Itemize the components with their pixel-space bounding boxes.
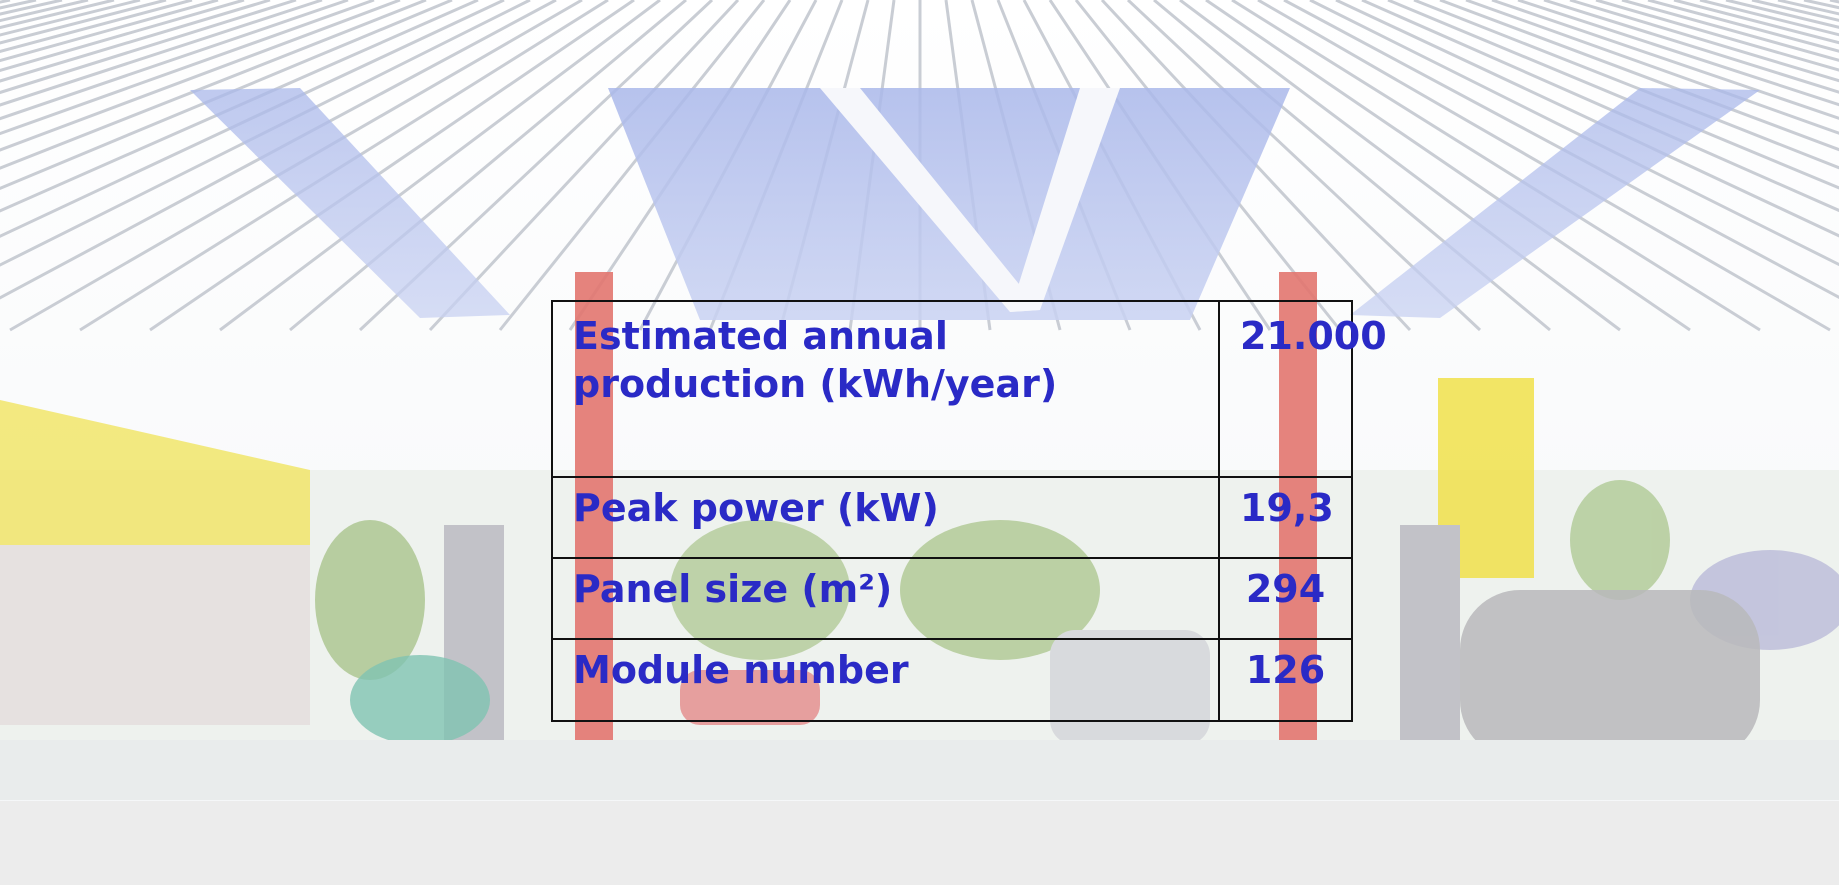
canopy-stripe [1335,0,1839,238]
canopy-stripe [289,0,687,332]
canopy-stripe [149,0,635,332]
solar-panel-right [1350,88,1760,318]
table-row: Module number 126 [551,638,1353,722]
row-label: Panel size (m²) [551,557,1220,640]
shop-roof [0,400,310,545]
canopy-stripe [1465,0,1839,135]
row-value: 126 [1218,638,1353,722]
canopy-stripe [0,0,479,213]
canopy-stripe [1543,0,1839,94]
bottom-band [0,801,1839,885]
canopy-stripe [0,0,271,83]
canopy-stripe [1569,0,1839,83]
canopy-stripe [0,0,219,63]
pump [1400,525,1460,760]
canopy-stripe [0,0,453,190]
forecourt [0,740,1839,800]
row-value: 21.000 [1218,300,1387,478]
row-label: Peak power (kW) [551,476,1220,559]
canopy-stripe [0,0,245,72]
canopy-stripe [0,0,531,267]
canopy-stripe [498,0,766,331]
row-label: Module number [551,638,1220,722]
canopy-stripe [0,0,505,238]
car [350,655,490,745]
canopy-stripe [0,0,427,170]
canopy-stripe [0,0,375,136]
shop [0,545,310,725]
canopy-stripe [1205,0,1691,332]
canopy-stripe [1361,0,1839,213]
car [1460,590,1760,760]
canopy-stripe [1413,0,1839,170]
canopy-stripe [0,0,557,300]
table-row: Estimated annual production (kWh/year) 2… [551,300,1387,478]
canopy-stripe [1517,0,1839,107]
canopy-stripe [1439,0,1839,152]
table-row: Panel size (m²) 294 [551,557,1353,640]
canopy-stripe [0,0,297,95]
canopy-stripe [1621,0,1839,62]
beam [1010,88,1120,312]
canopy-stripe [0,0,323,107]
row-value: 294 [1218,557,1353,640]
row-label: Estimated annual production (kWh/year) [551,300,1220,478]
canopy-stripe [0,0,401,152]
canopy-stripe [1491,0,1839,120]
canopy-stripe [219,0,661,332]
solar-panel-left [190,88,510,318]
canopy-stripe [1595,0,1839,72]
beam [820,88,1040,312]
canopy-stripe [428,0,740,332]
canopy-stripe [1231,0,1761,332]
row-value: 19,3 [1218,476,1353,559]
table-row: Peak power (kW) 19,3 [551,476,1353,559]
canopy-stripe [1179,0,1621,332]
canopy-stripe [0,0,349,121]
info-table: Estimated annual production (kWh/year) 2… [551,300,1387,722]
canopy-stripe [1387,0,1839,190]
